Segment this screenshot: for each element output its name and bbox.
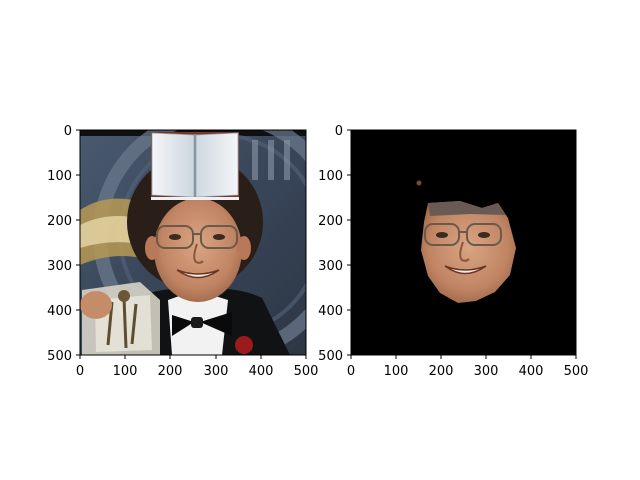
face-cutout xyxy=(421,201,516,303)
left-xtick-label: 100 xyxy=(113,364,138,379)
left-ytick-label: 0 xyxy=(64,124,72,139)
left-ytick-label: 400 xyxy=(47,304,72,319)
right-ytick-label: 200 xyxy=(318,214,343,229)
left-ytick-label: 100 xyxy=(47,169,72,184)
right-x-axis: 0 100 200 300 400 500 xyxy=(347,355,589,379)
right-ytick-label: 100 xyxy=(318,169,343,184)
left-xtick-label: 0 xyxy=(76,364,84,379)
left-xtick-label: 300 xyxy=(204,364,229,379)
left-ytick-label: 500 xyxy=(47,349,72,364)
right-xtick-label: 200 xyxy=(429,364,454,379)
left-xtick-label: 200 xyxy=(158,364,183,379)
left-y-axis: 0 100 200 300 400 500 xyxy=(47,124,80,364)
right-y-axis: 0 100 200 300 400 500 xyxy=(318,124,351,364)
left-x-axis: 0 100 200 300 400 500 xyxy=(76,355,319,379)
right-axes-frame xyxy=(350,129,577,356)
left-xtick-label: 400 xyxy=(249,364,274,379)
right-ytick-label: 500 xyxy=(318,349,343,364)
right-xtick-label: 400 xyxy=(519,364,544,379)
right-ytick-label: 0 xyxy=(335,124,343,139)
left-subplot: 0 100 200 300 400 500 0 100 200 300 400 … xyxy=(47,124,319,379)
right-ytick-label: 400 xyxy=(318,304,343,319)
left-axes-frame xyxy=(79,129,307,356)
left-xtick-label: 500 xyxy=(294,364,319,379)
right-xtick-label: 300 xyxy=(474,364,499,379)
left-ytick-label: 300 xyxy=(47,259,72,274)
left-ytick-label: 200 xyxy=(47,214,72,229)
segmented-face-image xyxy=(351,130,576,355)
right-xtick-label: 100 xyxy=(384,364,409,379)
book-icon xyxy=(151,132,239,200)
right-xtick-label: 0 xyxy=(347,364,355,379)
right-subplot: 0 100 200 300 400 500 0 100 200 300 400 … xyxy=(318,124,588,379)
right-xtick-label: 500 xyxy=(564,364,589,379)
right-ytick-label: 300 xyxy=(318,259,343,274)
